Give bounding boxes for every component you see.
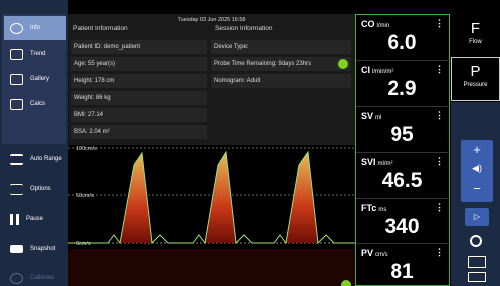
icon [10,245,23,253]
param-unit: ml/m² [378,161,393,167]
param-value: 95 [356,123,448,147]
menu-button[interactable]: Calibrate [4,266,66,286]
info-row: Patient ID: demo_patient [71,40,207,54]
info-row: Nomogram: Adult [211,74,351,88]
menu-label: Options [30,186,51,192]
icon [10,74,23,85]
play-button[interactable]: ▷ [465,208,489,226]
menu-label: Calibrate [30,275,54,281]
menu-button[interactable]: Pause [4,206,66,232]
icon [10,154,23,165]
menu-label: Snapshot [30,246,55,252]
param-unit: ms [378,207,386,213]
param-unit: ml [375,115,381,121]
battery-icon [468,272,486,282]
icon [10,214,19,225]
mode-letter: P [452,63,499,80]
param-value: 340 [356,215,448,239]
menu-button[interactable]: Auto Range [4,146,66,172]
icon [10,273,23,284]
volume-up[interactable]: + [461,142,493,157]
mode-letter: F [451,20,500,37]
param-unit: cm/s [375,252,388,258]
info-row: BSA: 2.04 m² [71,125,207,139]
menu-label: Gallery [30,76,49,82]
menu-button[interactable]: Trend [4,42,66,66]
menu-label: Pause [26,216,43,222]
param-name: FTc [361,203,376,213]
param-name: SVI [361,157,376,167]
param-value: 2.9 [356,77,448,101]
menu-button[interactable]: Gallery [4,67,66,91]
section-title: Session Information [215,25,272,32]
settings-icon[interactable] [470,235,482,247]
mode-label: Flow [451,39,500,45]
param-value: 6.0 [356,31,448,55]
icon [10,49,23,60]
menu-label: Calcs [30,101,45,107]
menu-dots[interactable]: ⋮ [435,18,444,29]
menu-dots[interactable]: ⋮ [435,156,444,167]
info-row: Weight: 86 kg [71,91,207,105]
menu-dots[interactable]: ⋮ [435,202,444,213]
status-dot [338,59,348,69]
param-unit: l/min/m² [372,69,393,75]
volume-down[interactable]: − [461,181,493,196]
scale-label: 0cm/s [76,241,91,247]
doppler-display: 100cm/s 50cm/s 0cm/s [68,145,355,286]
menu-button[interactable]: Snapshot [4,236,66,262]
monitor-screen: Info Trend Gallery Calcs Auto Range Opti… [0,0,500,286]
param-value: 46.5 [356,169,448,193]
info-row: Probe Time Remaining: 9days 23hrs [211,57,351,71]
mode-label: Pressure [452,82,499,88]
scale-label: 50cm/s [76,193,94,199]
info-row: Height: 178 cm [71,74,207,88]
menu-label: Auto Range [30,156,62,162]
param-value: 81 [356,260,448,284]
menu-label: Trend [30,51,45,57]
param-unit: l/min [377,23,390,29]
icon [10,99,23,110]
param-name: PV [361,248,373,258]
mode-button[interactable]: P Pressure [451,57,500,101]
menu-dots[interactable]: ⋮ [435,64,444,75]
info-row: BMI: 27.14 [71,108,207,122]
menu-dots[interactable]: ⋮ [435,247,444,258]
menu-dots[interactable]: ⋮ [435,110,444,121]
info-icon[interactable] [468,256,486,268]
menu-button[interactable]: Info [4,16,66,40]
menu-button[interactable]: Calcs [4,92,66,116]
param-name: CO [361,19,375,29]
info-row: Device Type: [211,40,351,54]
param-name: SV [361,111,373,121]
datetime: Tuesday 03 Jun 2025 16:58 [68,17,355,23]
info-row: Age: 55 year(s) [71,57,207,71]
volume-icon: ◀) [461,163,493,174]
section-title: Patient Information [73,25,128,32]
mode-button[interactable]: F Flow [451,14,500,56]
param-name: CI [361,65,370,75]
waveform [68,152,355,286]
icon [10,23,23,34]
scale-label: 100cm/s [76,146,97,152]
icon [10,184,23,195]
menu-button[interactable]: Options [4,176,66,202]
menu-label: Info [30,25,40,31]
